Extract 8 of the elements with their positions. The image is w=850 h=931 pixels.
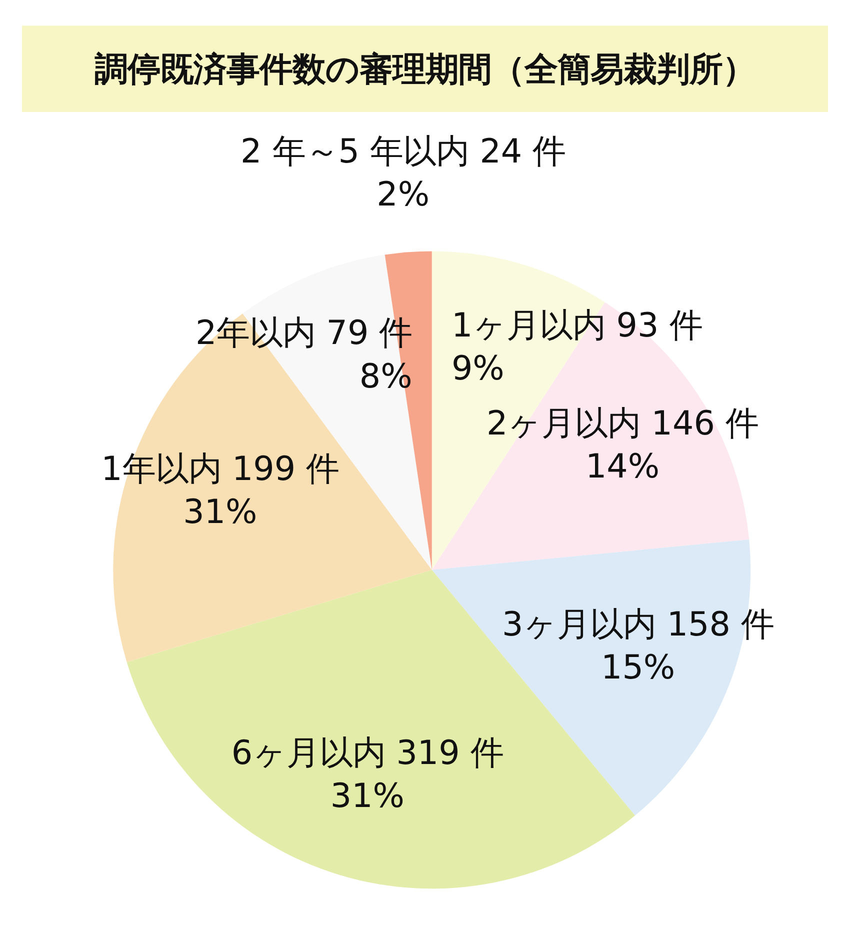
slice-label: 2年以内 79 件 8% [195,313,412,396]
slice-label: 3ヶ月以内 158 件 15% [502,604,774,687]
slice-label: 1ヶ月以内 93 件 9% [451,305,702,388]
slice-label: 2ヶ月以内 146 件 14% [486,403,759,486]
chart-title: 調停既済事件数の審理期間（全簡易裁判所） [94,50,756,89]
slice-label: 6ヶ月以内 319 件 31% [231,732,504,816]
slice-label: 2 年～5 年以内 24 件 2% [240,132,566,214]
slice-label: 1年以内 199 件 31% [101,448,340,532]
